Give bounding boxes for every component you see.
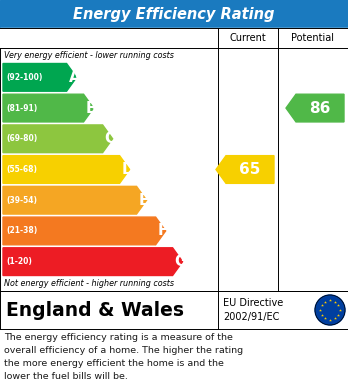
Text: 65: 65 (239, 162, 261, 177)
Polygon shape (3, 217, 166, 245)
Text: (69-80): (69-80) (6, 134, 37, 143)
Text: (39-54): (39-54) (6, 196, 37, 205)
Polygon shape (216, 156, 274, 183)
Text: B: B (86, 100, 97, 116)
Text: 86: 86 (309, 100, 331, 116)
Text: A: A (69, 70, 80, 85)
Polygon shape (3, 94, 94, 122)
Text: EU Directive
2002/91/EC: EU Directive 2002/91/EC (223, 298, 283, 322)
Bar (0, 28, 348, 48)
Polygon shape (3, 63, 77, 91)
Polygon shape (3, 248, 183, 276)
Polygon shape (286, 94, 344, 122)
Text: Current: Current (230, 33, 266, 43)
Text: E: E (139, 193, 149, 208)
Text: (55-68): (55-68) (6, 165, 37, 174)
Text: Not energy efficient - higher running costs: Not energy efficient - higher running co… (4, 280, 174, 289)
Text: G: G (175, 254, 187, 269)
Text: England & Wales: England & Wales (6, 301, 184, 319)
Text: C: C (105, 131, 116, 146)
Text: (1-20): (1-20) (6, 257, 32, 266)
Text: (81-91): (81-91) (6, 104, 37, 113)
Text: (92-100): (92-100) (6, 73, 42, 82)
Text: (21-38): (21-38) (6, 226, 37, 235)
Bar (0, 291, 348, 329)
Text: Potential: Potential (292, 33, 334, 43)
Text: Very energy efficient - lower running costs: Very energy efficient - lower running co… (4, 50, 174, 59)
Polygon shape (3, 125, 113, 152)
Text: Energy Efficiency Rating: Energy Efficiency Rating (73, 7, 275, 22)
Bar (0, 48, 348, 291)
Circle shape (315, 295, 345, 325)
Polygon shape (3, 156, 129, 183)
Polygon shape (3, 187, 147, 214)
Text: D: D (121, 162, 134, 177)
Bar (0, 0, 348, 28)
Text: The energy efficiency rating is a measure of the
overall efficiency of a home. T: The energy efficiency rating is a measur… (4, 333, 243, 380)
Text: F: F (158, 223, 168, 239)
